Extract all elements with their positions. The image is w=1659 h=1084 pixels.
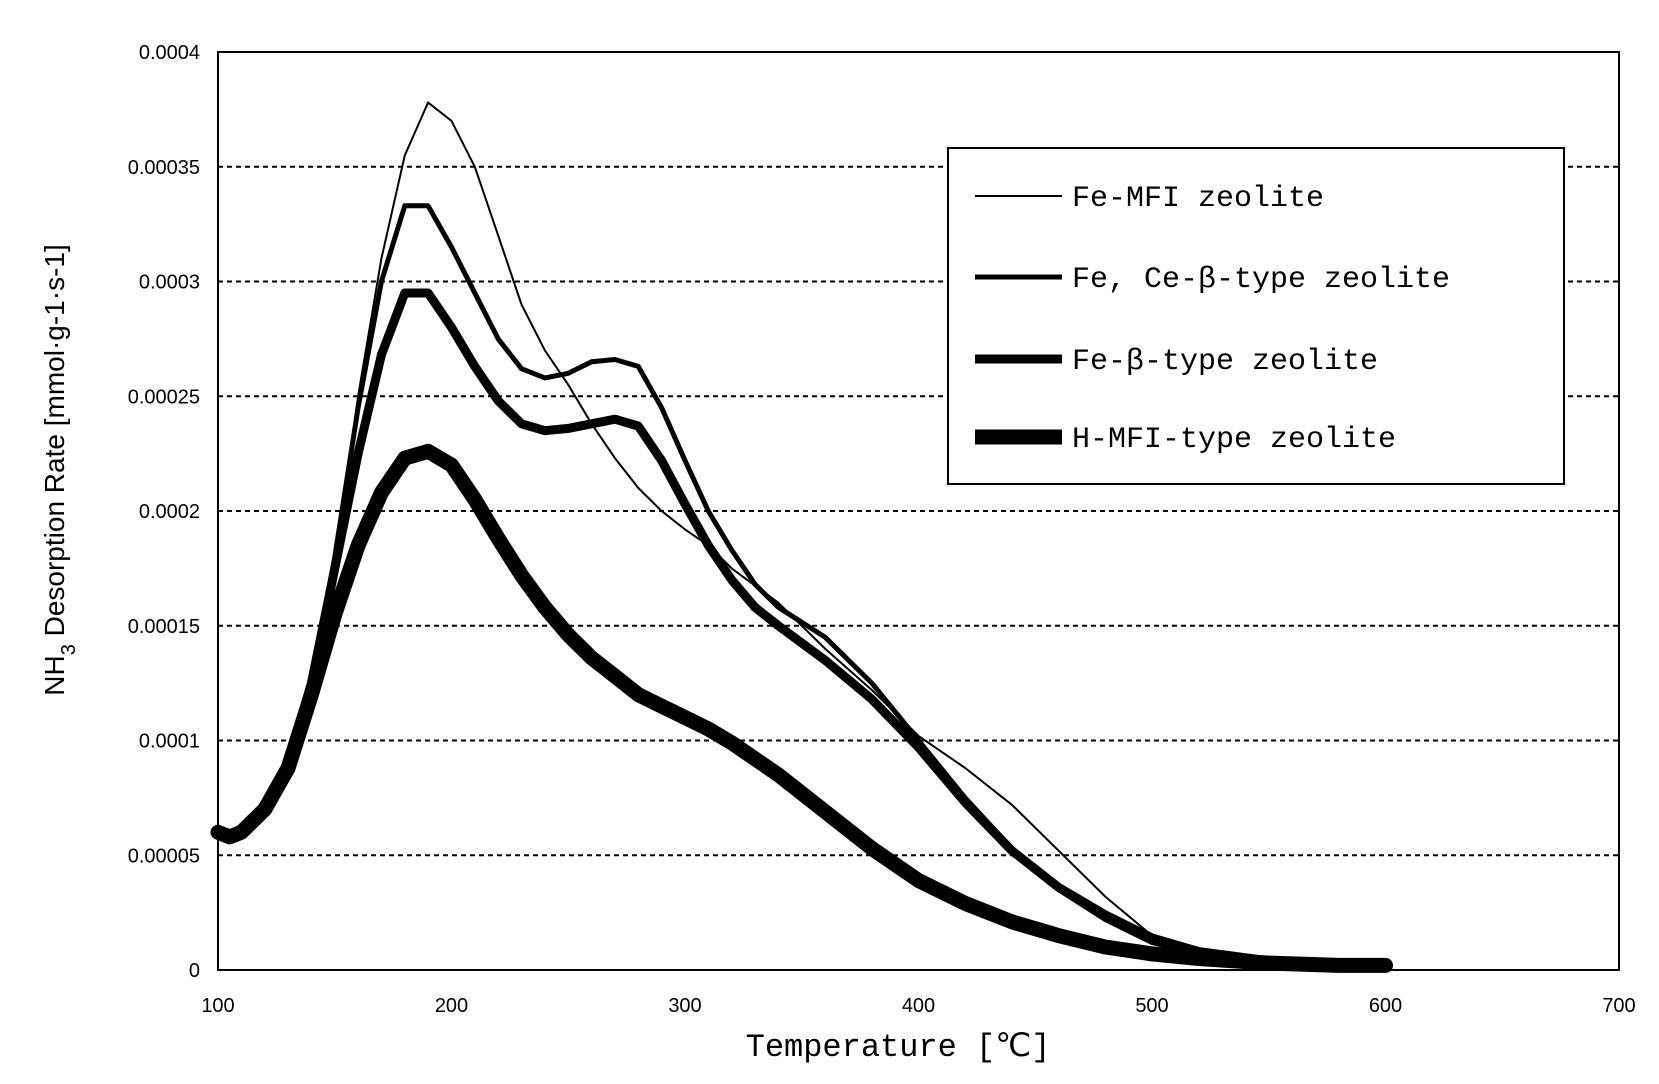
x-tick-label: 500: [1135, 995, 1168, 1017]
y-tick-label: 0.00035: [128, 157, 200, 179]
legend-label-fe-ce-beta: Fe, Ce-β-type zeolite: [1072, 263, 1450, 297]
x-tick-labels: 100 200 300 400 500 600 700: [201, 995, 1635, 1017]
y-tick-label: 0.0001: [139, 731, 200, 753]
y-tick-label: 0.00025: [128, 386, 200, 408]
y-tick-label: 0: [189, 960, 200, 982]
legend-label-h-mfi: H-MFI-type zeolite: [1072, 423, 1396, 457]
x-axis-title: Temperature [℃]: [746, 1029, 1051, 1066]
x-tick-label: 600: [1369, 995, 1402, 1017]
x-tick-label: 200: [435, 995, 468, 1017]
y-axis-title-main: NH: [39, 655, 70, 695]
x-tick-label: 100: [201, 995, 234, 1017]
y-axis-title: NH3 Desorption Rate [mmol·g-1·s-1]: [39, 244, 80, 695]
y-tick-label: 0.00015: [128, 616, 200, 638]
y-tick-label: 0.0003: [139, 272, 200, 294]
legend: Fe-MFI zeolite Fe, Ce-β-type zeolite Fe-…: [948, 148, 1564, 484]
x-tick-label: 300: [668, 995, 701, 1017]
y-axis-title-rest: Desorption Rate [mmol·g-1·s-1]: [39, 244, 70, 644]
y-tick-labels: 0 0.00005 0.0001 0.00015 0.0002 0.00025 0.0003…: [128, 42, 200, 982]
y-axis-title-sub: 3: [58, 644, 80, 655]
y-tick-label: 0.0002: [139, 501, 200, 523]
series-line-3: [218, 451, 1386, 965]
legend-label-fe-mfi: Fe-MFI zeolite: [1072, 182, 1324, 216]
x-tick-label: 400: [902, 995, 935, 1017]
x-tick-label: 700: [1602, 995, 1635, 1017]
y-tick-label: 0.00005: [128, 845, 200, 867]
legend-label-fe-beta: Fe-β-type zeolite: [1072, 345, 1378, 379]
y-tick-label: 0.0004: [139, 42, 200, 64]
